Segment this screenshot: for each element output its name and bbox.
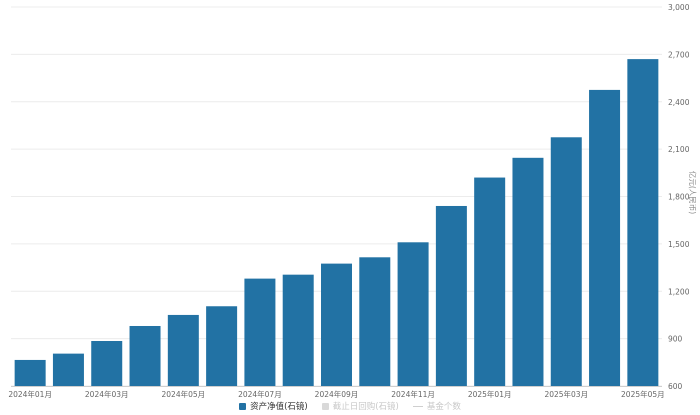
- legend: 资产净值(石镜) 截止日回购(石镜) 基金个数: [0, 399, 700, 413]
- x-tick-label: 2024年09月: [315, 389, 359, 399]
- legend-item-repo[interactable]: 截止日回购(石镜): [321, 400, 399, 412]
- bars: [14, 59, 659, 387]
- y-tick-label: 1,500: [668, 240, 690, 249]
- x-tick-label: 2024年01月: [8, 389, 52, 399]
- y-tick-label: 1,200: [668, 287, 690, 296]
- bar: [589, 89, 621, 386]
- x-tick-label: 2024年05月: [162, 389, 206, 399]
- x-tick-label: 2025年05月: [621, 389, 665, 399]
- bar: [550, 137, 582, 386]
- bar: [359, 257, 391, 386]
- bar: [206, 306, 238, 386]
- y-tick-label: 2,700: [668, 50, 690, 59]
- legend-swatch-repo: [321, 402, 329, 410]
- bar: [512, 157, 544, 386]
- bar: [14, 359, 46, 386]
- y-tick-label: 2,400: [668, 98, 690, 107]
- y-tick-label: 1,800: [668, 193, 690, 202]
- y-tick-label: 600: [668, 382, 683, 391]
- gridlines: [11, 6, 662, 387]
- bar: [474, 177, 506, 386]
- bar: [52, 353, 84, 386]
- legend-item-net-asset[interactable]: 资产净值(石镜): [239, 400, 308, 412]
- x-axis: 2024年01月 2024年03月 2024年05月 2024年07月 2024年09月…: [8, 386, 665, 399]
- x-tick-label: 2024年07月: [238, 389, 282, 399]
- legend-item-fund-count[interactable]: 基金个数: [412, 400, 461, 412]
- y-tick-label: 2,100: [668, 145, 690, 154]
- legend-line-fund-count: [412, 405, 423, 407]
- x-tick-label: 2025年03月: [544, 389, 588, 399]
- x-tick-label: 2024年03月: [85, 389, 129, 399]
- bar: [167, 314, 199, 386]
- bar: [397, 242, 429, 386]
- legend-label-fund-count: 基金个数: [426, 402, 461, 412]
- bar: [129, 325, 161, 386]
- legend-label-net-asset: 资产净值(石镜): [250, 402, 308, 412]
- bar: [435, 205, 467, 386]
- x-tick-label: 2025年01月: [468, 389, 512, 399]
- x-tick-label: 2024年11月: [391, 389, 435, 399]
- y-tick-label: 900: [668, 335, 683, 344]
- legend-label-repo: 截止日回购(石镜): [332, 402, 399, 412]
- bar: [244, 278, 276, 386]
- bar: [627, 59, 659, 387]
- bar: [282, 274, 314, 386]
- legend-swatch-net-asset: [239, 402, 247, 410]
- bar: [321, 263, 352, 386]
- bar: [91, 340, 123, 386]
- y-axis-title: 亿元(人民币): [688, 171, 698, 214]
- y-tick-label: 3,000: [668, 3, 690, 12]
- y-axis: 600 900 1,200 1,500 1,800 2,100 2,400 2,700 3,00…: [668, 3, 698, 391]
